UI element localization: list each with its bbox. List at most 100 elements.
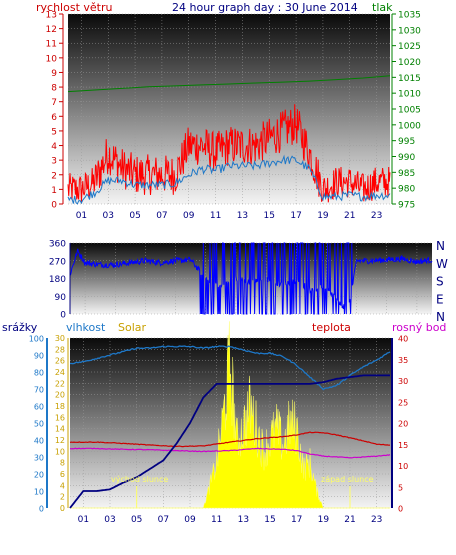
- temperature-tick-label: 25: [398, 398, 408, 407]
- solar-tick-label: 0: [60, 504, 65, 513]
- hour-tick-label: 13: [237, 211, 248, 221]
- rain-tick-label: 20: [34, 471, 44, 480]
- solar-tick-label: 18: [55, 402, 65, 411]
- solar-tick-label: 28: [55, 345, 65, 354]
- wind-direction-line: [69, 242, 433, 315]
- solar-tick-label: 6: [60, 470, 65, 479]
- solar-tick-label: 4: [60, 481, 65, 490]
- wind-speed-tick-label: 3: [51, 157, 57, 167]
- axes: 0123456789101112139759809859909951000100…: [29, 11, 421, 526]
- rain-tick-label: 50: [34, 420, 44, 429]
- hour-tick-label: 09: [184, 515, 196, 525]
- temperature-tick-label: 40: [398, 335, 408, 344]
- hour-tick-label: 19: [317, 211, 329, 221]
- pressure-tick-label: 975: [398, 201, 415, 211]
- rain-tick-label: 40: [34, 437, 44, 446]
- compass-letter: S: [436, 275, 444, 289]
- hour-tick-label: 05: [129, 211, 140, 221]
- wind-speed-tick-label: 8: [51, 84, 57, 94]
- wind-speed-tick-label: 9: [51, 69, 57, 79]
- temperature-tick-label: 10: [398, 462, 408, 471]
- solar-tick-label: 30: [55, 334, 65, 343]
- hour-tick-label: 03: [103, 211, 114, 221]
- hour-tick-label: 13: [238, 515, 249, 525]
- pressure-tick-label: 1025: [398, 42, 421, 52]
- hour-tick-label: 23: [371, 515, 382, 525]
- chart-title: 24 hour graph day : 30 June 2014: [172, 1, 358, 14]
- temperature-line: [69, 431, 391, 448]
- humidity-label: vlhkost: [66, 321, 106, 334]
- solar-tick-label: 10: [55, 447, 65, 456]
- solar-tick-label: 22: [55, 379, 65, 388]
- compass-letter: N: [436, 239, 445, 253]
- solar-tick-label: 12: [55, 436, 65, 445]
- hour-tick-label: 17: [291, 515, 302, 525]
- hour-tick-label: 11: [211, 515, 222, 525]
- hour-tick-label: 19: [318, 515, 330, 525]
- pressure-tick-label: 1000: [398, 121, 421, 131]
- rain-tick-label: 60: [34, 403, 44, 412]
- hour-tick-label: 21: [344, 211, 355, 221]
- rain-line: [69, 374, 390, 509]
- hour-tick-label: 15: [264, 211, 275, 221]
- direction-tick-label: 270: [49, 257, 66, 267]
- direction-tick-label: 180: [49, 275, 66, 285]
- rain-tick-label: 100: [29, 335, 44, 344]
- wind-speed-tick-label: 11: [46, 40, 57, 50]
- pressure-tick-label: 980: [398, 185, 415, 195]
- hour-tick-label: 09: [183, 211, 195, 221]
- hour-tick-label: 23: [371, 211, 382, 221]
- solar-tick-label: 16: [55, 413, 65, 422]
- hour-tick-label: 15: [264, 515, 275, 525]
- hour-tick-label: 17: [290, 211, 301, 221]
- sunrise-label: východ slunce: [111, 475, 168, 484]
- wind-speed-tick-label: 10: [46, 54, 58, 64]
- hour-tick-label: 21: [344, 515, 355, 525]
- direction-tick-label: 0: [60, 311, 66, 321]
- rain-tick-label: 80: [34, 369, 44, 378]
- hour-tick-label: 01: [78, 515, 89, 525]
- dew-point-line: [69, 447, 391, 459]
- compass-letter: W: [436, 257, 448, 271]
- wind-speed-tick-label: 6: [51, 113, 57, 123]
- pressure-tick-label: 1030: [398, 26, 421, 36]
- solar-tick-label: 26: [55, 357, 65, 366]
- wind-speed-tick-label: 12: [46, 25, 57, 35]
- rain-tick-label: 90: [34, 352, 44, 361]
- wind-speed-tick-label: 7: [51, 98, 57, 108]
- solar-label: Solar: [118, 321, 147, 334]
- pressure-tick-label: 1010: [398, 90, 421, 100]
- solar-tick-label: 8: [60, 459, 65, 468]
- hour-tick-label: 01: [76, 211, 87, 221]
- wind-gust-line: [67, 104, 391, 203]
- wind-speed-tick-label: 4: [51, 142, 57, 152]
- temperature-tick-label: 5: [398, 483, 403, 492]
- humidity-line: [70, 345, 391, 391]
- wind-speed-tick-label: 0: [51, 201, 57, 211]
- solar-area: [70, 321, 390, 509]
- rain-label: srážky: [2, 321, 38, 334]
- solar-tick-label: 2: [60, 493, 65, 502]
- hour-tick-label: 03: [104, 515, 115, 525]
- pressure-tick-label: 990: [398, 153, 415, 163]
- pressure-tick-label: 1015: [398, 74, 421, 84]
- temperature-tick-label: 0: [398, 505, 403, 514]
- temperature-label: teplota: [312, 321, 351, 334]
- pressure-tick-label: 985: [398, 169, 415, 179]
- temperature-tick-label: 30: [398, 377, 408, 386]
- wind-speed-tick-label: 1: [51, 186, 57, 196]
- pressure-label: tlak: [372, 1, 393, 14]
- pressure-tick-label: 1035: [398, 11, 421, 21]
- hour-tick-label: 05: [131, 515, 142, 525]
- pressure-tick-label: 995: [398, 137, 415, 147]
- rain-tick-label: 70: [34, 386, 44, 395]
- pressure-tick-label: 1020: [398, 58, 421, 68]
- wind-speed-tick-label: 2: [51, 171, 57, 181]
- solar-tick-label: 20: [55, 391, 65, 400]
- compass-letter: N: [436, 310, 445, 324]
- direction-tick-label: 90: [55, 293, 67, 303]
- hour-tick-label: 07: [158, 515, 169, 525]
- temperature-tick-label: 35: [398, 356, 408, 365]
- rain-tick-label: 30: [34, 454, 44, 463]
